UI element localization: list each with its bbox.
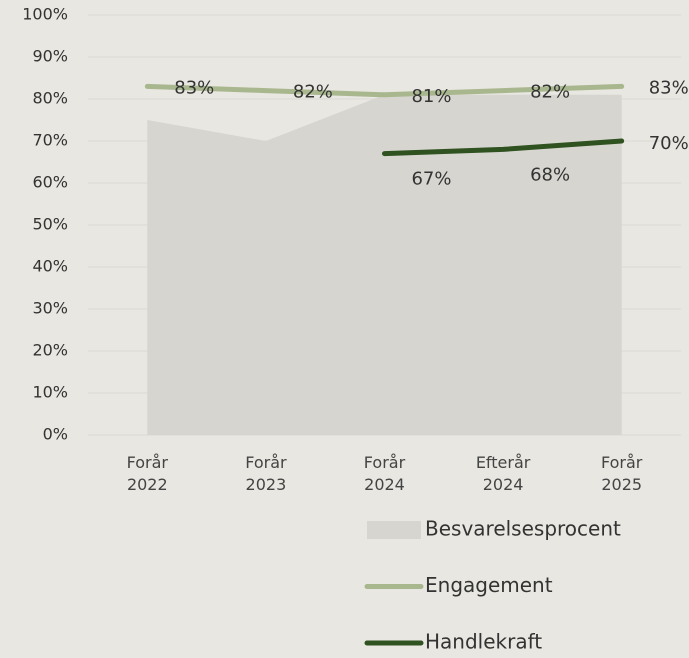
- data-label: 81%: [411, 86, 451, 107]
- y-tick-label: 60%: [32, 173, 68, 192]
- y-tick-label: 10%: [32, 383, 68, 402]
- x-tick-label: Forår 2025: [600, 453, 643, 494]
- x-tick-label: Forår 2022: [126, 453, 168, 494]
- y-tick-label: 80%: [32, 89, 68, 108]
- legend-label: Besvarelsesprocent: [425, 517, 621, 541]
- data-label: 68%: [530, 164, 570, 185]
- x-tick-label: Forår 2023: [245, 453, 287, 494]
- y-tick-label: 70%: [32, 131, 68, 150]
- data-label: 82%: [530, 82, 570, 103]
- data-label: 70%: [649, 133, 689, 154]
- y-tick-label: 30%: [32, 299, 68, 318]
- legend-swatch: [367, 521, 421, 539]
- data-label: 82%: [293, 82, 333, 103]
- data-label: 83%: [174, 77, 214, 98]
- x-tick-label: Forår 2024: [363, 453, 406, 494]
- y-tick-label: 40%: [32, 257, 68, 276]
- y-tick-label: 100%: [22, 5, 68, 24]
- y-tick-label: 20%: [32, 341, 68, 360]
- line: [382, 138, 625, 157]
- legend-label: Handlekraft: [425, 630, 542, 654]
- area: [147, 94, 622, 436]
- line: [144, 83, 625, 98]
- y-tick-label: 50%: [32, 215, 68, 234]
- x-tick-label: Efterår 2024: [475, 453, 531, 494]
- y-tick-label: 0%: [43, 425, 68, 444]
- data-label: 83%: [649, 77, 689, 98]
- y-tick-label: 90%: [32, 47, 68, 66]
- legend-label: Engagement: [425, 573, 553, 597]
- data-label: 67%: [411, 169, 451, 190]
